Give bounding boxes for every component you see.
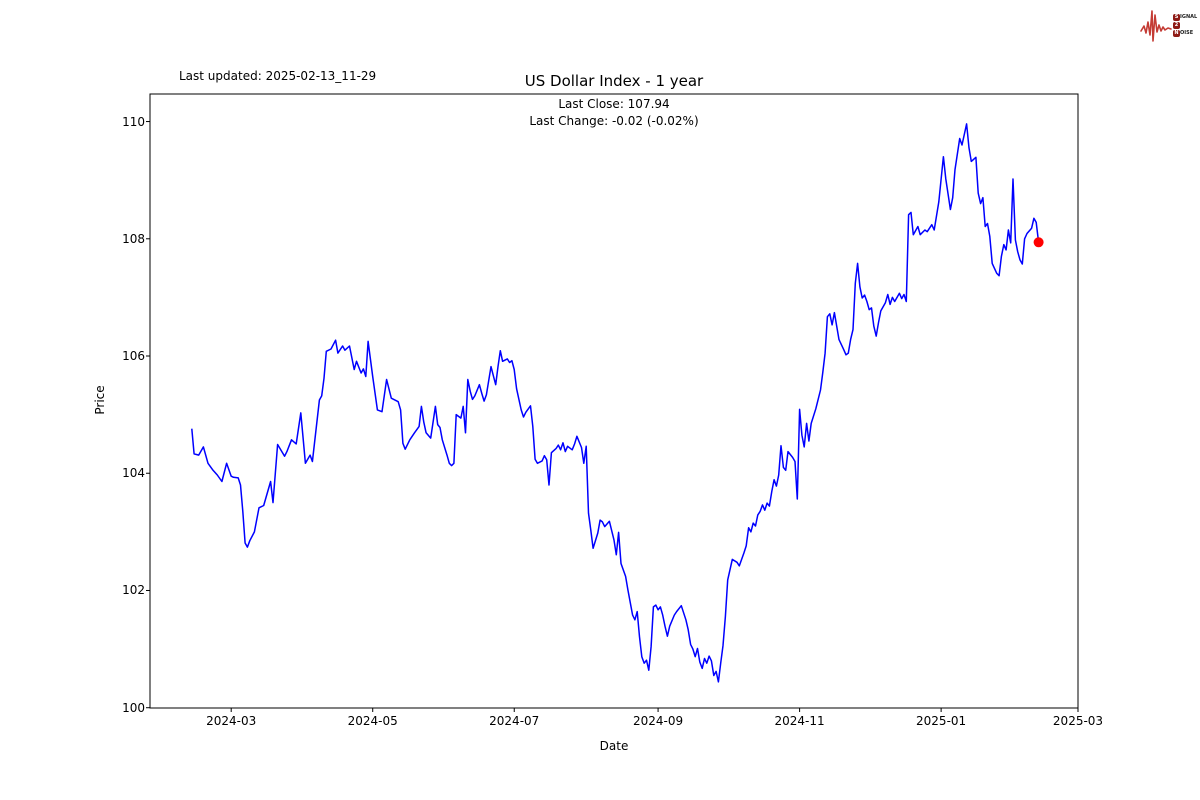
logo-signal-rest: IGNAL	[1180, 13, 1198, 20]
logo-badge-2: 2	[1173, 21, 1180, 29]
x-tick-label: 2024-05	[347, 714, 398, 728]
plot-frame	[149, 93, 1079, 709]
x-tick-label: 2024-09	[633, 714, 684, 728]
x-tick-label: 2024-07	[489, 714, 540, 728]
x-tick-label: 2025-01	[916, 714, 967, 728]
last-close-dot	[1033, 237, 1044, 248]
last-updated-label: Last updated: 2025-02-13_11-29	[179, 69, 377, 83]
x-axis-label: Date	[599, 739, 629, 753]
y-axis-label: Price	[93, 385, 107, 415]
price-line	[191, 123, 1040, 683]
last-change-subtitle: Last Change: -0.02 (-0.02%)	[529, 114, 699, 128]
y-tick-label: 102	[122, 583, 145, 598]
last-close-subtitle: Last Close: 107.94	[558, 97, 670, 111]
logo-badge-n: N	[1173, 29, 1180, 37]
logo-row-2: 2	[1173, 21, 1197, 29]
logo-badge-s: S	[1173, 13, 1180, 21]
x-tick-label: 2025-03	[1052, 714, 1104, 728]
y-tick-label: 104	[122, 466, 145, 481]
logo-row-noise: N OISE	[1173, 29, 1197, 37]
y-tick-label: 106	[122, 349, 145, 363]
chart-title: US Dollar Index - 1 year	[524, 72, 704, 90]
y-tick-label: 110	[122, 114, 145, 129]
logo-text: S IGNAL 2 N OISE	[1173, 13, 1198, 37]
y-tick-label: 108	[122, 231, 145, 246]
waveform-icon	[1140, 10, 1172, 42]
y-tick-label: 100	[122, 700, 145, 715]
logo-noise-rest: OISE	[1180, 29, 1194, 36]
x-tick-label: 2024-11	[774, 714, 825, 728]
logo-row-signal: S IGNAL	[1173, 13, 1198, 21]
x-tick-label: 2024-03	[206, 714, 257, 728]
signal2noise-logo: S IGNAL 2 N OISE	[1140, 3, 1198, 47]
